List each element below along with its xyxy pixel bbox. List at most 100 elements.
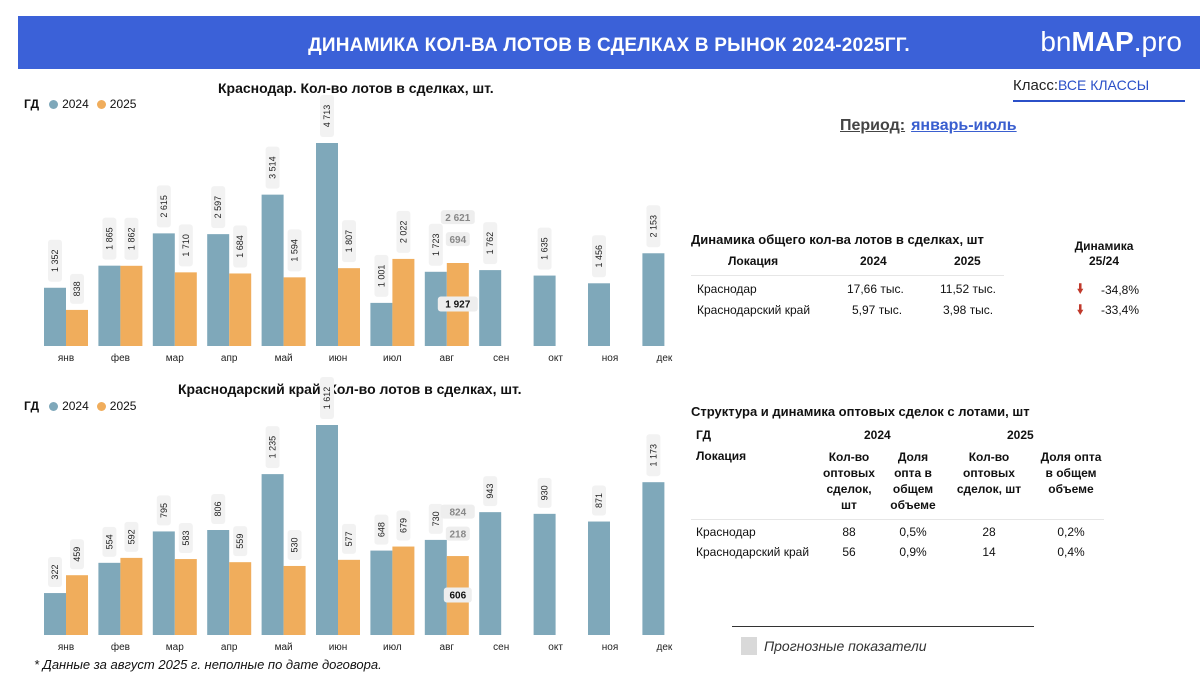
data-label-2025-bg	[124, 217, 139, 260]
data-label-2025-bg	[124, 521, 139, 552]
data-label-2025-bg	[233, 225, 248, 268]
table1-title: Динамика общего кол-ва лотов в сделках, …	[691, 232, 984, 247]
period-filter-value[interactable]: январь-июль	[911, 117, 1017, 134]
data-label-2025-bg	[342, 220, 356, 263]
data-label-2024-bg	[646, 434, 661, 477]
data-label-2024-bg	[48, 557, 62, 588]
bar-2024	[479, 512, 502, 635]
data-label-2025: 1 710	[181, 234, 191, 257]
page-title: ДИНАМИКА КОЛ-ВА ЛОТОВ В СДЕЛКАХ В РЫНОК …	[308, 35, 910, 56]
data-label-2025-bg	[396, 510, 411, 541]
data-label-2024-bg	[428, 223, 443, 266]
data-label-2024: 806	[213, 501, 223, 516]
x-tick-label: июн	[329, 642, 348, 653]
data-label-2024: 648	[376, 522, 386, 537]
data-label-2025-bg	[233, 526, 248, 557]
footnote: * Данные за август 2025 г. неполные по д…	[34, 657, 382, 672]
table2-row-count-2025: 14	[982, 545, 996, 559]
data-label-2025: 1 594	[290, 239, 300, 262]
data-label-2025: 838	[72, 281, 82, 296]
bar-2024	[642, 253, 665, 346]
table2-row-share-2024: 0,5%	[899, 525, 927, 539]
bnmap-logo[interactable]: bnMAP.pro	[1040, 26, 1182, 57]
down-arrow-icon: 🠛	[1077, 281, 1084, 296]
x-tick-label: фев	[111, 352, 130, 364]
table2-gd: ГД	[696, 428, 712, 442]
class-filter-label: Класс:	[1013, 77, 1058, 94]
data-label-2024: 871	[594, 493, 604, 508]
data-label-2024: 322	[50, 565, 60, 580]
x-tick-label: авг	[440, 642, 455, 653]
forecast-swatch	[741, 637, 757, 655]
x-tick-label: янв	[58, 642, 74, 653]
data-label-2024: 1 001	[376, 265, 386, 288]
period-filter[interactable]: Период: январь-июль	[840, 117, 1017, 135]
forecast-divider	[732, 626, 1034, 627]
chart2-title: Краснодарский край. Кол-во лотов в сделк…	[178, 381, 522, 397]
data-label-2024-bg	[156, 495, 171, 526]
forecast-value-label: 218	[449, 530, 466, 541]
data-label-2024: 1 173	[648, 444, 658, 467]
data-label-2024-bg	[483, 476, 498, 507]
class-filter[interactable]: Класс:ВСЕ КЛАССЫ	[1013, 72, 1185, 102]
bar-2024	[370, 302, 393, 346]
x-tick-label: дек	[657, 353, 673, 364]
bar-2024	[261, 194, 284, 346]
bar-2025	[338, 268, 360, 346]
x-tick-label: июл	[383, 353, 402, 364]
data-label-2025: 1 927	[445, 299, 470, 310]
data-label-2024-bg	[592, 485, 606, 516]
table1-row-2024: 17,66 тыс.	[847, 282, 904, 296]
table1-row-dynamics: -34,8%	[1101, 283, 1140, 297]
data-label-2024: 1 235	[268, 436, 278, 459]
data-label-2024-bg	[646, 205, 661, 248]
data-label-2024: 554	[104, 534, 114, 549]
data-label-2024: 1 352	[50, 250, 60, 273]
data-label-2024-bg	[48, 239, 62, 282]
x-tick-label: окт	[548, 642, 563, 653]
x-tick-label: янв	[58, 353, 74, 364]
x-tick-label: дек	[657, 642, 673, 653]
bar-2024	[370, 550, 393, 635]
table2-row-share-2024: 0,9%	[899, 545, 927, 559]
data-label-2024-bg	[374, 254, 389, 297]
table2-col-location: Локация	[696, 449, 747, 463]
chart1-title: Краснодар. Кол-во лотов в сделках, шт.	[218, 80, 494, 96]
data-label-2024: 2 615	[159, 195, 169, 218]
class-filter-value[interactable]: ВСЕ КЛАССЫ	[1058, 77, 1150, 93]
legend-item-2025: 2025	[96, 97, 136, 111]
table2-divider	[691, 519, 1104, 520]
data-label-2025: 1 807	[344, 230, 354, 253]
data-label-2025: 459	[72, 547, 82, 562]
table2-col-count-2024: Кол-во оптовых сделок, шт	[823, 450, 875, 512]
header-banner: ДИНАМИКА КОЛ-ВА ЛОТОВ В СДЕЛКАХ В РЫНОК …	[18, 16, 1200, 69]
data-label-2025: 559	[235, 534, 245, 549]
period-filter-label: Период:	[840, 117, 906, 134]
table1-row-location: Краснодарский край	[697, 303, 811, 317]
table1-row-2025: 11,52 тыс.	[940, 282, 996, 296]
x-tick-label: июл	[383, 642, 402, 653]
data-label-2024: 730	[431, 511, 441, 526]
data-label-2024-bg	[265, 426, 280, 469]
table2-year-2024: 2024	[864, 428, 891, 442]
data-label-2024: 930	[540, 485, 550, 500]
legend-item-2024: 2024	[49, 97, 89, 111]
data-label-2025: 1 684	[235, 235, 245, 258]
bar-2025	[283, 277, 306, 346]
data-label-2024-bg	[102, 217, 117, 260]
chart1-svg: 1 352 838 янв 1 865 1 862 фев 2 615 1 710 мар 2 5…	[44, 95, 673, 364]
forecast-total-label: 824	[449, 508, 466, 519]
legend-item-2025: 2025	[96, 399, 136, 413]
data-label-2024-bg	[265, 146, 280, 189]
data-label-2025-bg	[396, 210, 411, 253]
data-label-2024: 3 514	[268, 156, 278, 179]
legend-dot-2024	[49, 99, 59, 109]
data-label-2025: 606	[449, 591, 466, 602]
legend-gd: ГД	[24, 399, 40, 413]
legend-dot-2025	[96, 99, 106, 109]
data-label-2024-bg	[537, 227, 552, 270]
table1-col-2025: 2025	[954, 254, 981, 268]
data-label-2025-bg	[178, 523, 193, 554]
bar-2024	[152, 233, 175, 346]
data-label-2025-bg	[178, 224, 193, 267]
